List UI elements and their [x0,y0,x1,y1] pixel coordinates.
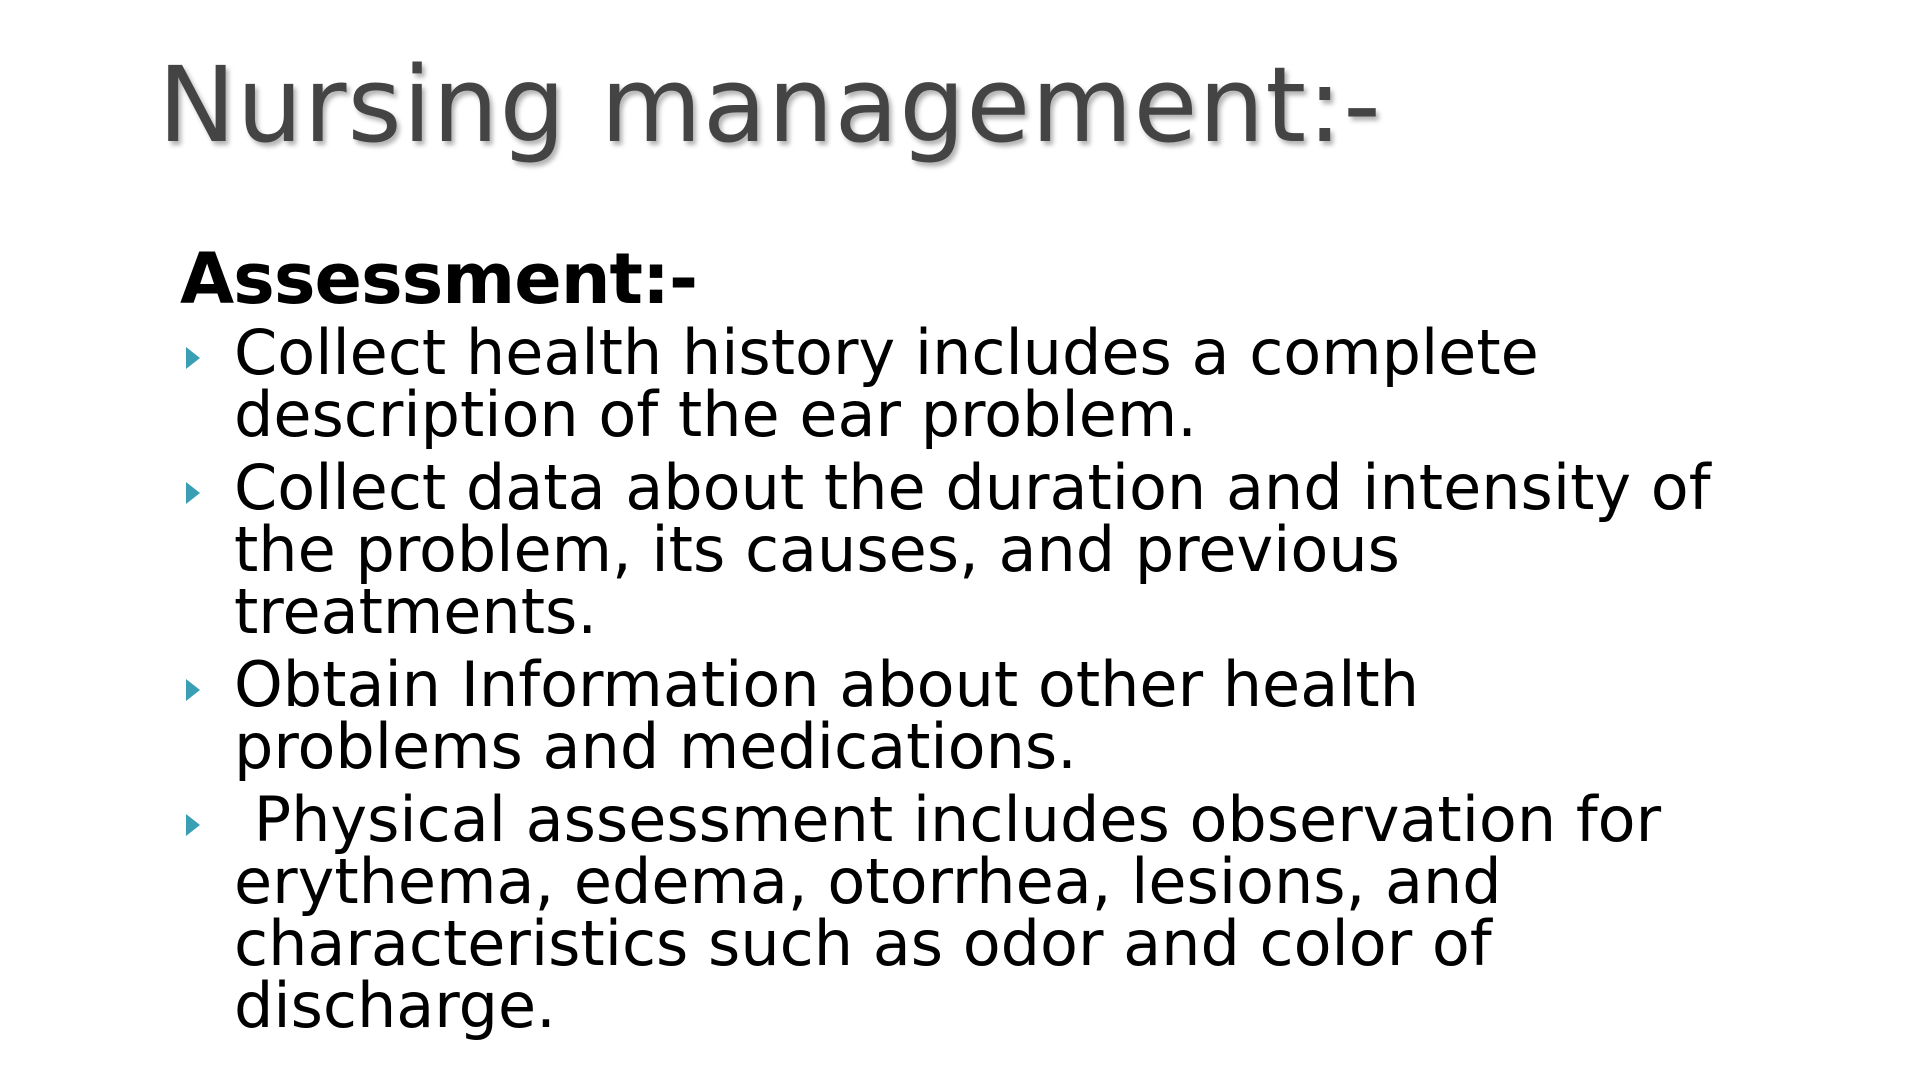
subheading: Assessment:- [180,238,698,320]
bullet-icon [186,814,200,836]
bullet-item: Collect health history includes a comple… [180,322,1724,446]
bullet-text: Obtain Information about other health pr… [234,648,1439,783]
bullet-text: Collect health history includes a comple… [234,316,1559,451]
bullet-item: Physical assessment includes observation… [180,789,1724,1037]
slide-title: Nursing management:- [158,44,1382,166]
bullet-text: Collect data about the duration and inte… [234,451,1731,648]
bullet-icon [186,482,200,504]
bullet-item: Collect data about the duration and inte… [180,457,1724,643]
bullet-item: Obtain Information about other health pr… [180,654,1724,778]
bullet-icon [186,679,200,701]
bullet-icon [186,347,200,369]
bullet-text: Physical assessment includes observation… [234,783,1681,1042]
bullet-list: Collect health history includes a comple… [180,322,1780,1048]
